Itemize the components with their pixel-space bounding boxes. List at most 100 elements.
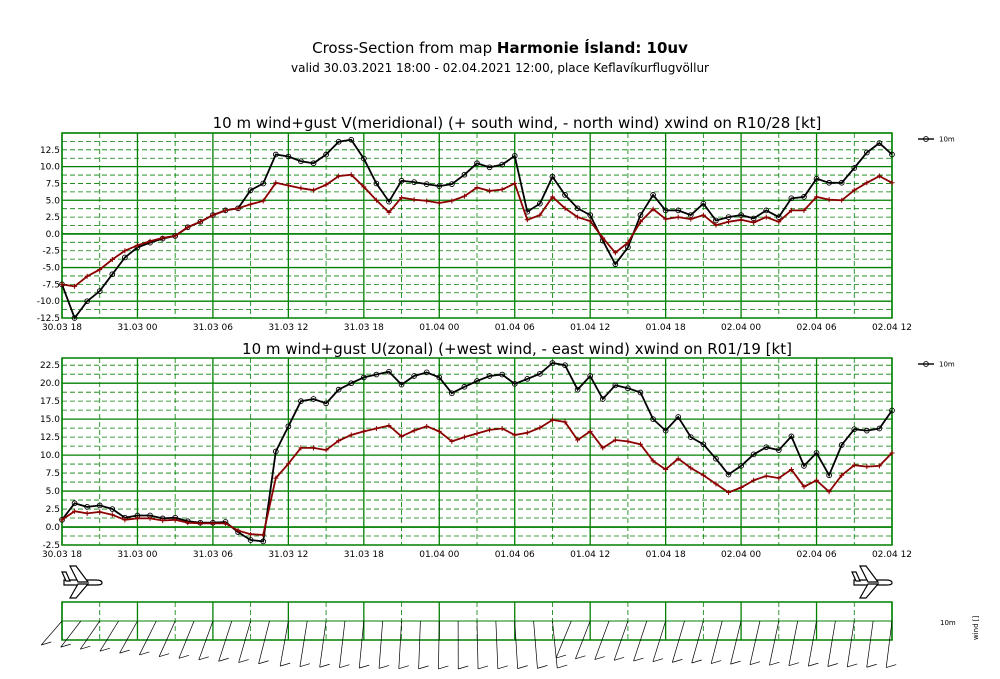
x-tick-label: 01.04 06 — [495, 550, 535, 560]
data-point — [788, 195, 795, 202]
data-point — [663, 216, 669, 222]
data-point — [197, 219, 203, 225]
data-point — [663, 466, 669, 472]
y-tick-label: 2.5 — [46, 505, 60, 515]
wind-barb — [258, 620, 270, 664]
wind-barb-feather — [438, 665, 449, 670]
wind-barb — [218, 620, 233, 662]
data-point — [487, 188, 493, 194]
data-point — [612, 382, 619, 389]
data-point — [788, 466, 794, 472]
data-point — [449, 198, 455, 204]
data-point — [386, 209, 392, 215]
x-tick-label: 30.03 18 — [42, 550, 82, 560]
data-point — [487, 427, 493, 433]
data-point — [311, 187, 317, 193]
wind-barb-feather — [691, 659, 702, 664]
data-point — [310, 160, 317, 167]
data-point — [549, 417, 555, 423]
y-tick-label: 7.5 — [46, 469, 60, 479]
wind-barb — [866, 620, 874, 668]
wind-barb — [555, 620, 572, 659]
x-tick-label: 31.03 18 — [344, 550, 384, 560]
data-point — [411, 428, 417, 434]
airplane-tail — [851, 571, 861, 582]
data-point — [72, 283, 78, 289]
data-point — [562, 192, 568, 198]
data-point — [587, 218, 593, 224]
y-tick-label: 22.5 — [40, 361, 60, 371]
data-point — [801, 194, 807, 200]
data-point — [474, 160, 480, 167]
data-point — [750, 451, 757, 458]
wind-barb-feather — [159, 653, 170, 658]
wind-barb-feather — [557, 664, 568, 669]
x-tick-label: 31.03 18 — [344, 323, 384, 333]
y-tick-label: 0.0 — [46, 230, 61, 240]
data-point — [826, 197, 832, 203]
data-point — [537, 425, 543, 431]
data-point — [71, 315, 78, 321]
data-point — [386, 198, 392, 205]
data-point — [109, 506, 116, 512]
wind-barb-feather — [418, 665, 429, 670]
subtitle: valid 30.03.2021 18:00 - 02.04.2021 12:0… — [290, 61, 709, 75]
data-point — [59, 281, 65, 287]
data-point — [813, 175, 820, 182]
main-title-prefix: Cross-Section from map — [312, 39, 493, 57]
wind-barb — [691, 620, 704, 664]
data-point — [688, 465, 694, 471]
wind-barb-feather — [672, 659, 683, 663]
panel-title: 10 m wind+gust U(zonal) (+west wind, - e… — [242, 340, 792, 358]
data-point — [625, 385, 631, 392]
data-point — [423, 181, 430, 187]
data-point — [348, 432, 354, 438]
wind-barb — [710, 620, 723, 664]
x-tick-label: 02.04 00 — [721, 550, 761, 560]
data-point — [562, 205, 568, 211]
data-point — [839, 472, 845, 478]
data-point — [851, 187, 857, 193]
wind-barb — [788, 620, 799, 666]
y-tick-label: 5.0 — [46, 487, 61, 497]
data-point — [713, 222, 719, 228]
wind-barb — [495, 620, 499, 669]
data-point — [461, 434, 467, 440]
wind-barb-feather — [711, 660, 722, 664]
data-point — [235, 528, 241, 534]
data-point — [889, 407, 895, 414]
data-point — [675, 414, 682, 420]
data-point — [134, 242, 140, 248]
data-point — [285, 182, 291, 188]
data-point — [675, 207, 682, 214]
data-point — [185, 224, 191, 230]
data-point — [84, 273, 90, 279]
x-tick-label: 31.03 12 — [268, 550, 308, 560]
data-point — [511, 381, 518, 387]
data-point — [738, 217, 744, 223]
data-point — [84, 298, 91, 305]
wind-barb-feather — [99, 647, 111, 652]
data-point — [726, 489, 732, 495]
zonal-wind-panel: 10 m wind+gust U(zonal) (+west wind, - e… — [40, 340, 955, 560]
data-point — [788, 433, 795, 440]
wind-barb-feather — [398, 665, 409, 670]
y-tick-label: 12.5 — [40, 433, 60, 443]
data-point — [751, 219, 757, 225]
y-tick-label: 20.0 — [40, 379, 60, 389]
airplane-wing — [68, 583, 90, 599]
x-tick-label: 31.03 06 — [193, 323, 233, 333]
data-point — [763, 214, 769, 220]
data-point — [360, 374, 367, 381]
data-point — [399, 195, 405, 201]
wind-barb — [769, 620, 780, 666]
data-point — [122, 248, 128, 254]
data-point — [876, 463, 882, 469]
data-point — [763, 207, 770, 214]
data-point — [59, 517, 65, 523]
data-point — [650, 458, 656, 464]
data-point — [185, 520, 191, 526]
data-point — [838, 442, 845, 448]
wind-barb — [279, 620, 289, 667]
